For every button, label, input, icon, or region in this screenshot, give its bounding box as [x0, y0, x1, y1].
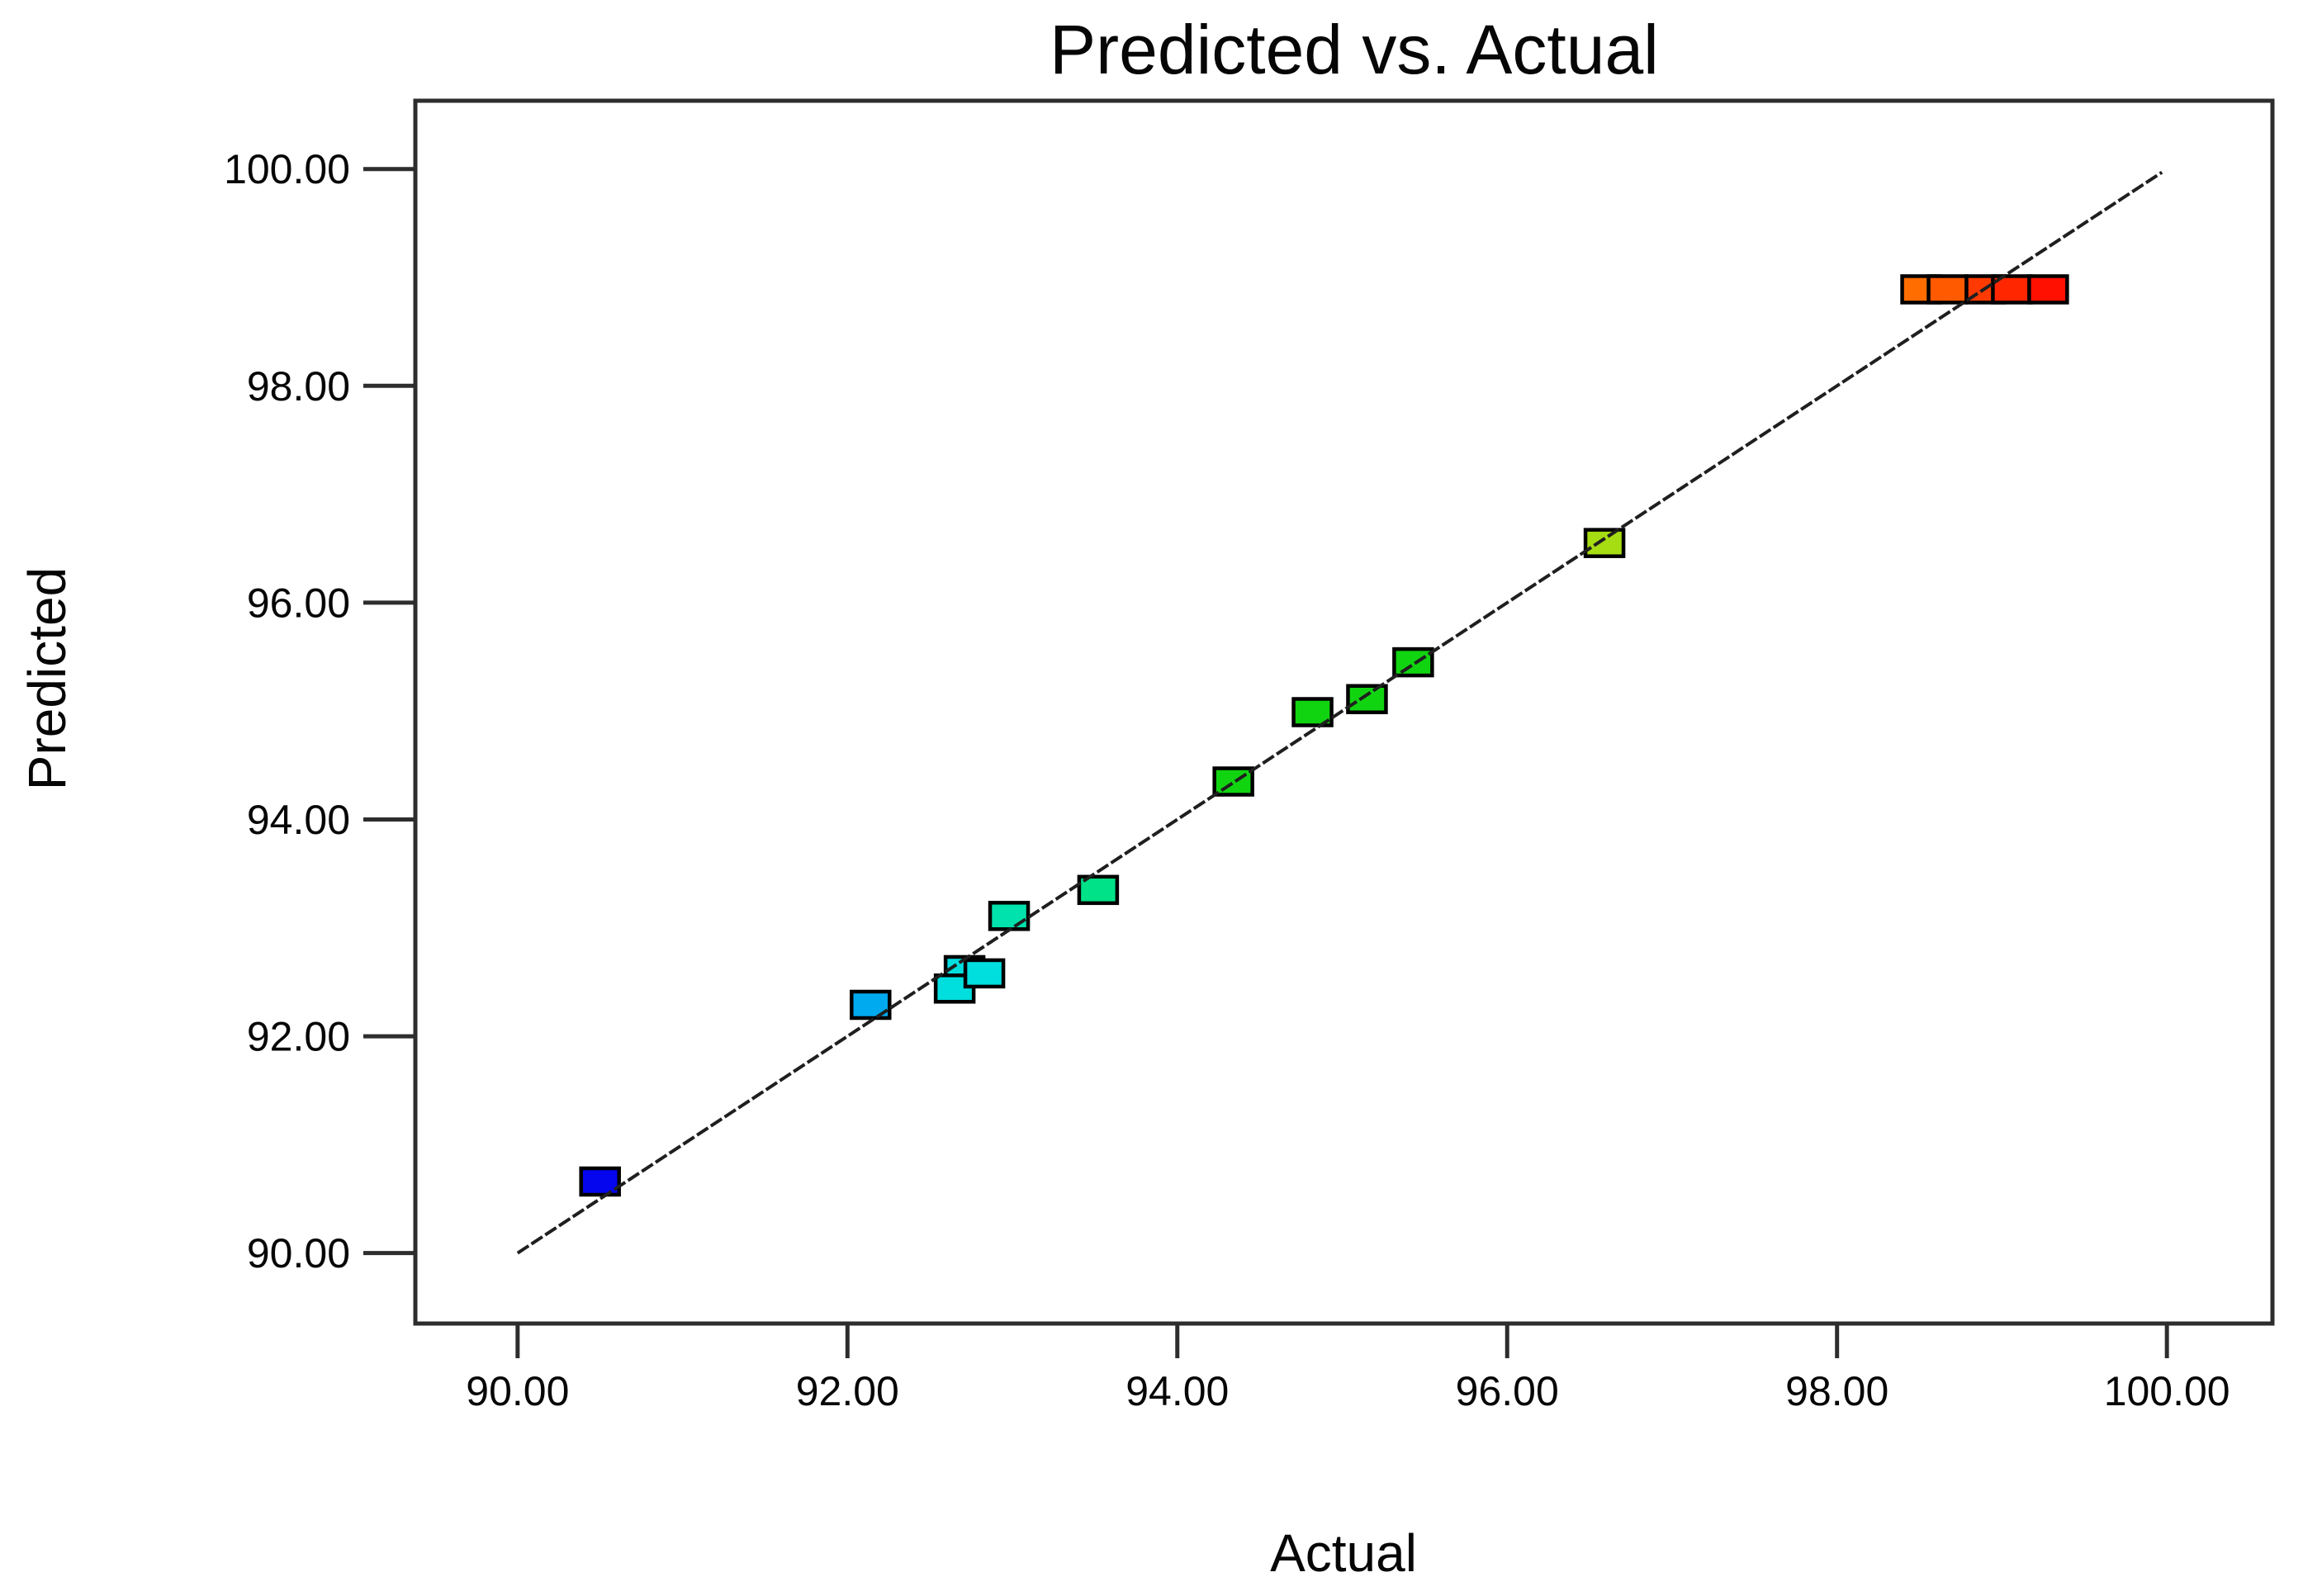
x-axis-title: Actual — [1270, 1523, 1417, 1583]
data-point-square — [579, 1166, 621, 1197]
y-tick-label: 90.00 — [247, 1230, 350, 1276]
data-point-square — [1392, 646, 1434, 678]
y-tick-label: 94.00 — [247, 797, 350, 843]
data-point-square — [1346, 684, 1388, 714]
x-tick-label: 92.00 — [796, 1368, 899, 1414]
data-point-square — [1926, 274, 1969, 305]
x-tick-label: 90.00 — [466, 1368, 569, 1414]
data-point-square — [1583, 528, 1626, 558]
y-tick-label: 92.00 — [247, 1014, 350, 1060]
y-tick-label: 98.00 — [247, 363, 350, 410]
identity-line — [516, 170, 2163, 1255]
chart-title: Predicted vs. Actual — [1050, 11, 1659, 88]
x-tick-label: 100.00 — [2104, 1368, 2230, 1414]
plot-border — [413, 98, 2275, 1326]
x-tick-label: 96.00 — [1456, 1368, 1559, 1414]
data-point-square — [963, 958, 1006, 989]
x-tick-label: 98.00 — [1785, 1368, 1888, 1414]
data-point-square — [1212, 766, 1254, 797]
data-point-square — [988, 901, 1031, 931]
x-tick-label: 94.00 — [1125, 1368, 1229, 1414]
y-tick-label: 100.00 — [224, 146, 350, 192]
y-tick-label: 96.00 — [247, 580, 350, 626]
data-point-square — [2027, 274, 2069, 305]
